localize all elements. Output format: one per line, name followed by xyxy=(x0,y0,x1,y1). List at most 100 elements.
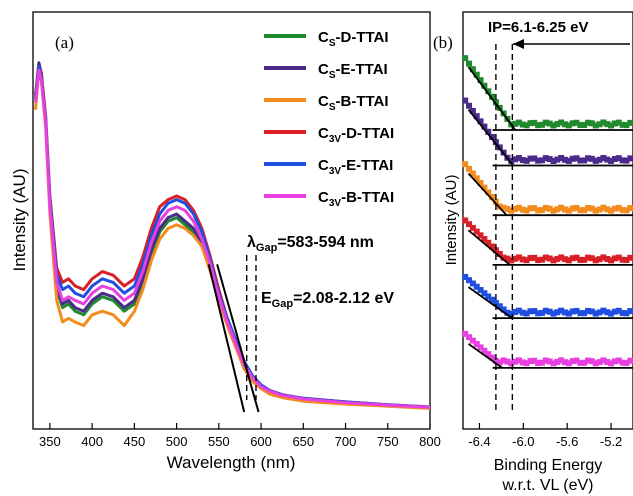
legend-label-subscript: 3V xyxy=(329,166,342,177)
ups-point xyxy=(473,283,480,290)
ups-point xyxy=(558,204,565,211)
ups-point xyxy=(558,155,565,162)
ups-point xyxy=(585,204,592,211)
ups-point xyxy=(508,257,515,264)
panel-b-frame xyxy=(462,11,633,430)
ups-point xyxy=(462,217,469,224)
ups-point xyxy=(623,359,630,366)
ups-point xyxy=(519,359,526,366)
panel-b-label: (b) xyxy=(433,33,453,52)
ups-point xyxy=(573,357,580,364)
panel-a-y-axis-label: Intensity (AU) xyxy=(10,169,29,272)
ups-point xyxy=(542,307,549,314)
ups-point xyxy=(542,119,549,126)
ups-point xyxy=(469,280,476,287)
ups-point xyxy=(615,119,622,126)
ups-point xyxy=(535,157,542,164)
ups-point xyxy=(542,357,549,364)
ups-point xyxy=(573,119,580,126)
panel-a-tick-label: 500 xyxy=(166,434,188,449)
ups-point xyxy=(550,157,557,164)
ups-point xyxy=(531,308,538,315)
tangent-line-2 xyxy=(216,264,260,413)
panel-a-tick-label: 400 xyxy=(81,434,103,449)
ups-point xyxy=(604,358,611,365)
ups-point xyxy=(504,205,511,212)
ups-point xyxy=(462,273,469,280)
ups-point xyxy=(565,360,572,367)
ups-point xyxy=(611,205,618,212)
lambda-symbol: λ xyxy=(247,234,256,251)
ups-point xyxy=(588,255,595,262)
ups-point xyxy=(600,155,607,162)
ups-point xyxy=(569,205,576,212)
ups-point xyxy=(562,359,568,366)
panel-a-tick-label: 450 xyxy=(124,434,146,449)
e-subscript: Gap xyxy=(272,298,294,310)
ups-point xyxy=(542,204,549,211)
ups-point xyxy=(600,254,607,261)
ups-point xyxy=(592,122,599,129)
ups-point xyxy=(504,358,511,365)
ups-point xyxy=(523,257,530,264)
ups-point xyxy=(577,359,584,366)
panel-b-tick-label: -6.0 xyxy=(512,434,534,449)
ups-point xyxy=(527,155,534,162)
ups-point xyxy=(466,60,473,67)
ups-point xyxy=(485,351,492,358)
ups-point xyxy=(546,205,553,212)
panel-a-tangent-lines xyxy=(207,264,260,413)
ups-fit-slope xyxy=(467,109,514,167)
panel-b-series xyxy=(462,55,633,369)
ups-point xyxy=(627,357,633,364)
ups-point xyxy=(546,120,553,127)
ups-point xyxy=(462,55,469,62)
ups-point xyxy=(473,71,480,78)
ups-point xyxy=(550,257,557,264)
ups-point xyxy=(550,122,557,129)
ups-point xyxy=(611,156,618,163)
ups-point xyxy=(538,206,545,213)
ups-point xyxy=(508,360,515,367)
ups-point xyxy=(596,206,603,213)
ups-point xyxy=(477,179,484,186)
ups-point xyxy=(535,310,542,317)
panel-a-tick-label: 350 xyxy=(39,434,61,449)
ups-point xyxy=(481,236,488,243)
panel-a-tick-label: 550 xyxy=(208,434,230,449)
legend-label-main: C xyxy=(318,29,329,46)
ups-point xyxy=(496,250,503,257)
ip-arrow-head xyxy=(513,39,524,49)
ups-point xyxy=(477,344,484,351)
ups-point xyxy=(535,360,542,367)
ups-point xyxy=(577,122,584,129)
ups-point xyxy=(515,254,522,261)
legend-label-main: C xyxy=(318,61,329,78)
ups-point xyxy=(619,256,626,263)
ups-point xyxy=(604,256,611,263)
ups-point xyxy=(569,120,576,127)
legend-label-1: CS-D-TTAI xyxy=(318,29,389,49)
ups-point xyxy=(515,204,522,211)
ups-point xyxy=(531,205,538,212)
legend-label-rest: -D-TTAI xyxy=(336,29,389,46)
ups-point xyxy=(519,206,526,213)
ups-fit-slope xyxy=(467,343,503,369)
ups-point xyxy=(588,155,595,162)
ups-point xyxy=(512,156,519,163)
ups-point xyxy=(485,128,492,135)
ups-point xyxy=(608,360,615,367)
ups-series-1 xyxy=(462,55,633,131)
panel-a-tick-label: 750 xyxy=(377,434,399,449)
ups-point xyxy=(608,122,615,129)
ups-point xyxy=(558,119,565,126)
ups-fit-slope xyxy=(467,286,513,319)
ups-point xyxy=(550,310,557,317)
ups-point xyxy=(577,310,584,317)
ups-point xyxy=(611,120,618,127)
ups-point xyxy=(577,207,584,214)
ups-point xyxy=(573,254,580,261)
ups-point xyxy=(496,303,503,310)
ups-point xyxy=(489,354,496,361)
panel-a-x-axis-label: Wavelength (nm) xyxy=(167,453,296,472)
